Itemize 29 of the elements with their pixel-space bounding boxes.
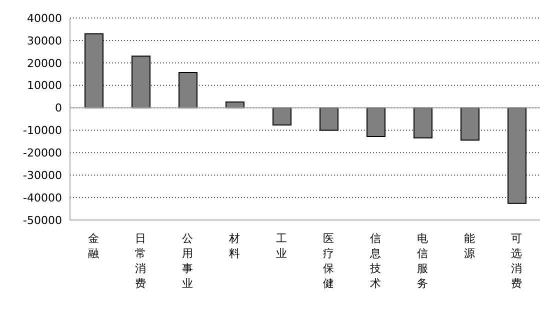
y-tick-label: -20000: [23, 146, 62, 160]
y-tick-label: -30000: [23, 169, 62, 182]
y-tick-label: 10000: [27, 79, 62, 92]
bar: [272, 107, 292, 126]
y-tick-label: -10000: [23, 124, 62, 138]
bar: [132, 56, 150, 108]
y-tick-label: -50000: [23, 214, 62, 227]
bar: [414, 107, 432, 138]
x-tick-label: 能源: [464, 232, 475, 260]
y-tick-label: 40000: [27, 12, 62, 25]
bar: [508, 107, 526, 204]
x-tick-label: 可选消费: [511, 232, 522, 290]
x-tick-label: 日常消费: [135, 232, 146, 290]
x-tick-label: 材料: [228, 232, 240, 260]
x-tick-label: 信息技术: [369, 232, 381, 290]
bar: [460, 107, 480, 141]
bar: [178, 72, 198, 108]
y-tick-label: 0: [55, 102, 62, 115]
x-tick-label: 工业: [276, 232, 287, 260]
y-tick-label: -40000: [23, 191, 62, 204]
bar: [320, 107, 338, 131]
x-tick-label: 公用事业: [182, 232, 193, 290]
x-tick-label: 医疗保健: [323, 232, 334, 290]
bar: [84, 33, 104, 108]
x-tick-label: 金融: [88, 232, 99, 260]
x-tick-label: 电信服务: [417, 232, 428, 290]
y-tick-label: 30000: [27, 34, 62, 48]
y-tick-label: 20000: [27, 56, 62, 70]
bar: [366, 107, 386, 138]
